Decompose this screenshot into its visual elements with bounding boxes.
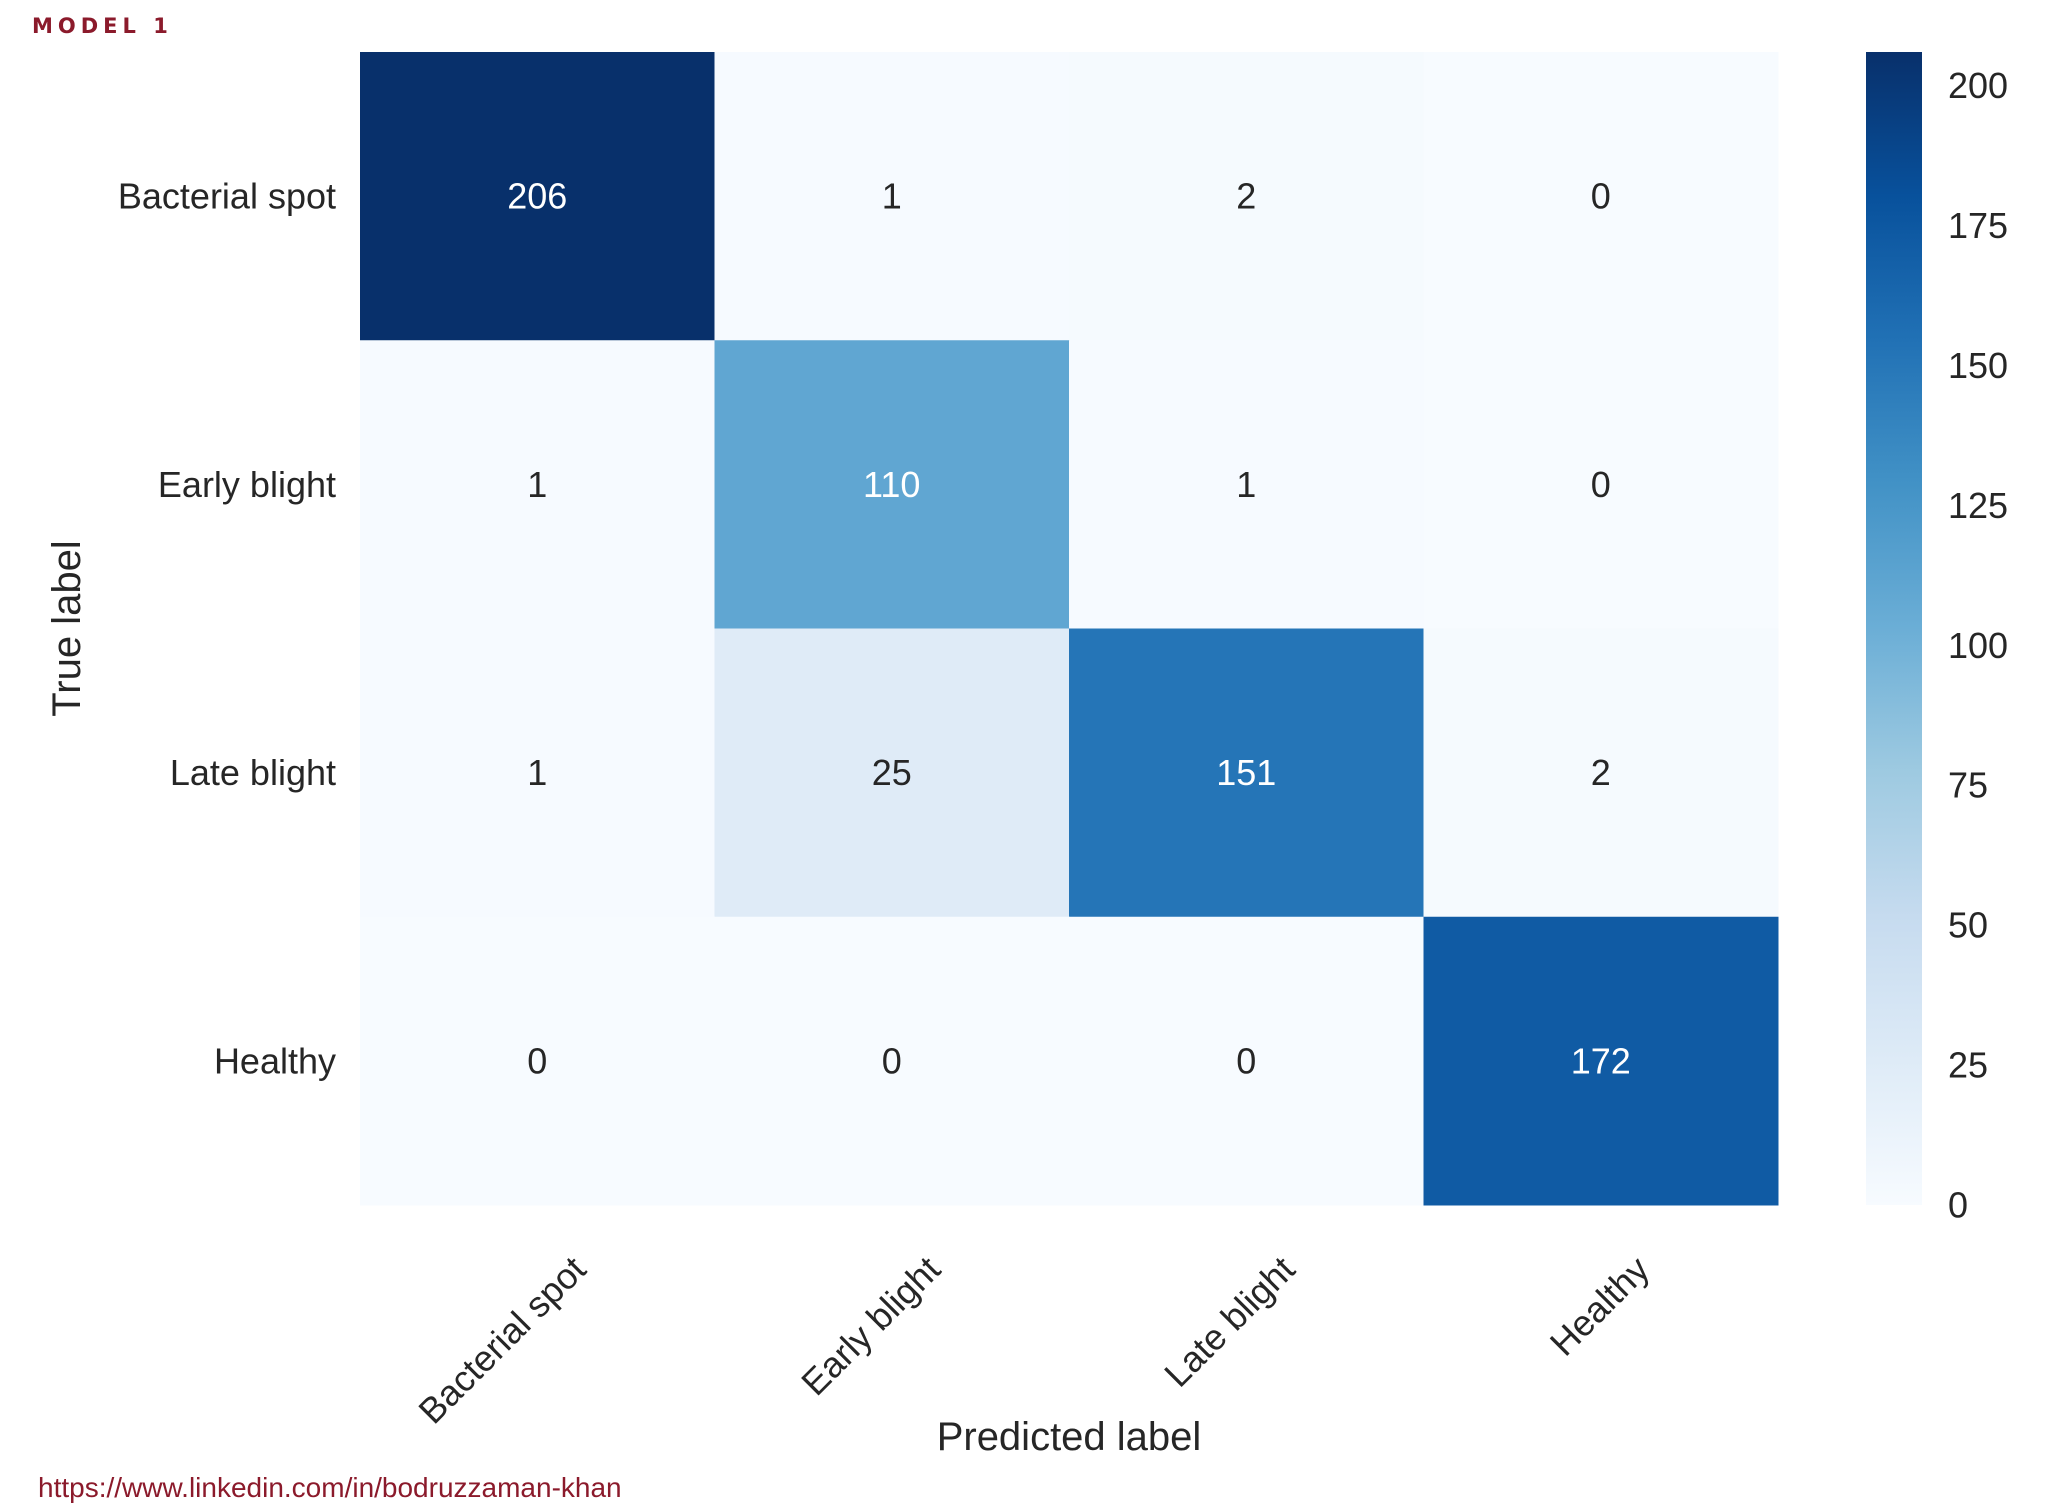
heatmap-cell (714, 916, 1070, 1206)
cell-value-label: 1 (527, 464, 547, 505)
cell-value-label: 0 (1591, 176, 1611, 217)
cell-value-label: 110 (863, 464, 920, 505)
colorbar-tick-label: 175 (1948, 205, 2008, 246)
x-tick-label: Late blight (1156, 1248, 1302, 1394)
linkedin-link[interactable]: https://www.linkedin.com/in/bodruzzaman-… (38, 1472, 622, 1503)
colorbar (1866, 52, 1922, 1205)
cell-value-label: 172 (1571, 1040, 1631, 1081)
heatmap-cell (360, 52, 715, 341)
colorbar-tick-label: 25 (1948, 1045, 1988, 1086)
y-tick-label: Late blight (170, 752, 336, 793)
heatmap-cell (1423, 628, 1779, 918)
y-tick-label: Healthy (214, 1040, 336, 1081)
heatmap-cell (1423, 340, 1779, 629)
cell-value-label: 0 (882, 1040, 902, 1081)
cell-value-label: 0 (527, 1040, 547, 1081)
cell-value-label: 2 (1236, 176, 1256, 217)
cell-value-label: 151 (1216, 752, 1276, 793)
heatmap-cell (714, 628, 1070, 918)
heatmap-cell (714, 52, 1070, 341)
model-label: MODEL 1 (32, 14, 173, 38)
heatmap-cell (1069, 916, 1424, 1206)
heatmap-cell (1069, 52, 1424, 341)
heatmap-cell (360, 340, 715, 629)
cell-value-label: 2 (1591, 752, 1611, 793)
cell-value-label: 0 (1591, 464, 1611, 505)
x-axis-label: Predicted label (937, 1415, 1202, 1459)
y-tick-label: Bacterial spot (118, 176, 336, 217)
heatmap-cell (1069, 340, 1424, 629)
heatmap-cell (714, 340, 1070, 629)
x-tick-label: Bacterial spot (410, 1248, 593, 1431)
colorbar-tick-label: 100 (1948, 625, 2008, 666)
colorbar-tick-label: 200 (1948, 65, 2008, 106)
cell-value-label: 1 (527, 752, 547, 793)
heatmap-cell (1423, 52, 1779, 341)
x-tick-label: Early blight (793, 1248, 948, 1403)
colorbar-tick-label: 125 (1948, 485, 2008, 526)
heatmap-cell (1069, 628, 1424, 918)
colorbar-tick-label: 0 (1948, 1185, 1968, 1226)
heatmap-cell (360, 628, 715, 918)
cell-value-label: 0 (1236, 1040, 1256, 1081)
y-axis-label: True label (45, 540, 89, 716)
colorbar-tick-label: 150 (1948, 345, 2008, 386)
cell-value-label: 1 (882, 176, 902, 217)
cell-value-label: 1 (1236, 464, 1256, 505)
y-tick-label: Early blight (158, 464, 336, 505)
cell-value-label: 206 (507, 176, 567, 217)
colorbar-tick-label: 75 (1948, 765, 1988, 806)
heatmap-cell (360, 916, 715, 1206)
heatmap-cell (1423, 916, 1779, 1206)
cell-value-label: 25 (872, 752, 912, 793)
x-tick-label: Healthy (1542, 1248, 1657, 1363)
colorbar-tick-label: 50 (1948, 905, 1988, 946)
